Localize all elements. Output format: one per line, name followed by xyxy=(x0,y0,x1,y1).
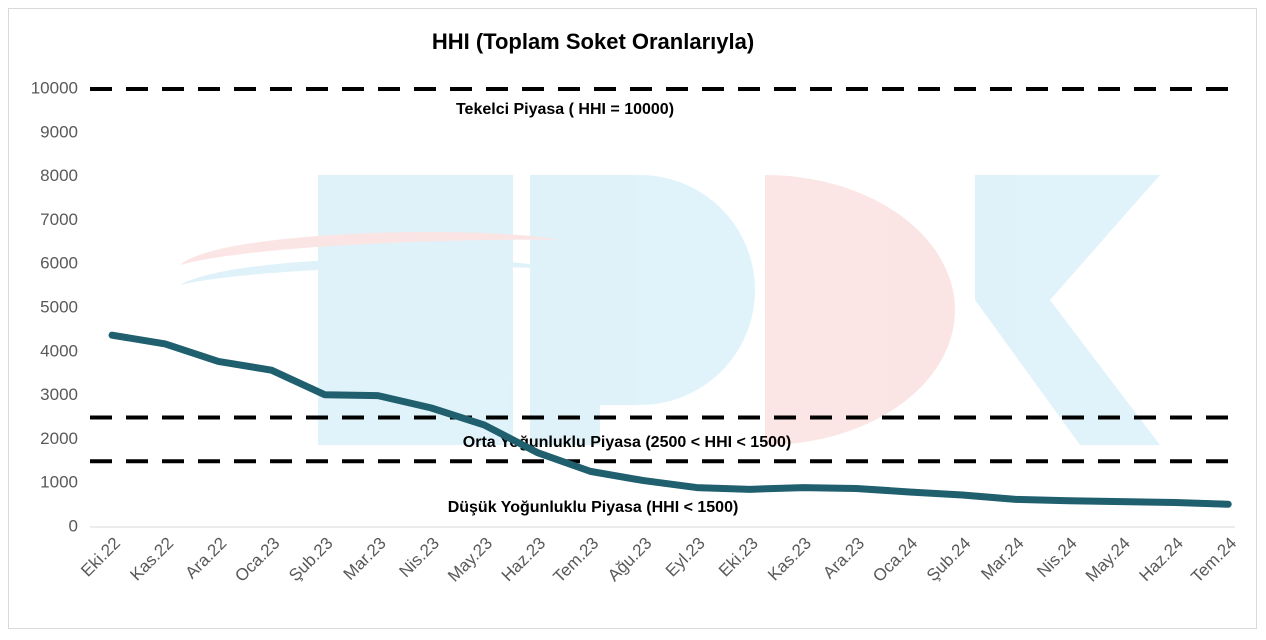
y-tick-label: 1000 xyxy=(40,473,78,492)
y-tick-label: 9000 xyxy=(40,122,78,141)
y-tick-label: 5000 xyxy=(40,297,78,316)
annotation: Orta Yoğunluklu Piyasa (2500 < HHI < 150… xyxy=(463,434,791,451)
y-tick-label: 7000 xyxy=(40,210,78,229)
y-tick-label: 2000 xyxy=(40,429,78,448)
y-tick-label: 4000 xyxy=(40,341,78,360)
annotation: Düşük Yoğunluklu Piyasa (HHI < 1500) xyxy=(448,499,739,516)
y-tick-label: 0 xyxy=(69,516,78,535)
chart-title: HHI (Toplam Soket Oranlarıyla) xyxy=(432,29,754,54)
series-line xyxy=(108,331,1232,508)
watermark xyxy=(180,175,1160,445)
annotation: Tekelci Piyasa ( HHI = 10000) xyxy=(456,101,674,118)
y-tick-label: 10000 xyxy=(31,78,78,97)
y-tick-label: 6000 xyxy=(40,254,78,273)
y-tick-label: 8000 xyxy=(40,166,78,185)
chart-frame xyxy=(8,8,1257,629)
y-tick-label: 3000 xyxy=(40,385,78,404)
